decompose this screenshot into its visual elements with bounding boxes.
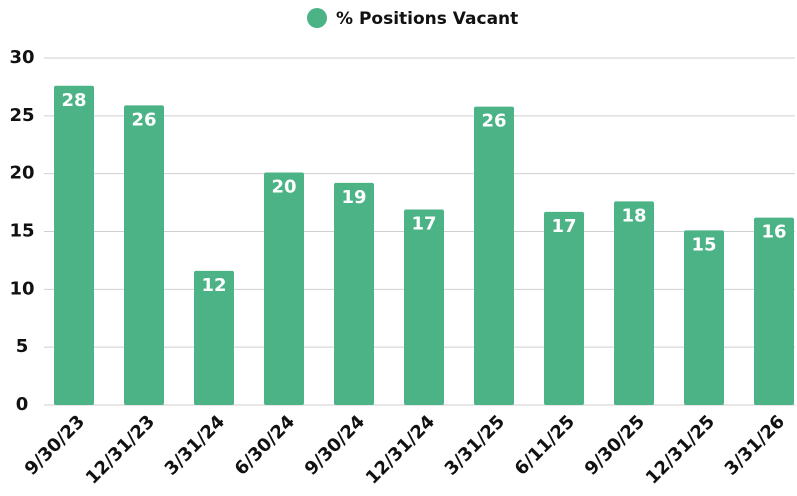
y-tick-label: 20 [9, 163, 34, 184]
legend-swatch [307, 8, 327, 28]
legend-label: % Positions Vacant [336, 9, 518, 29]
data-label: 26 [131, 109, 156, 130]
data-label: 20 [271, 177, 296, 198]
data-label: 17 [551, 216, 576, 237]
x-tick-label: 12/31/24 [362, 411, 439, 488]
x-tick-label: 9/30/24 [301, 411, 369, 479]
x-tick-label: 3/31/24 [161, 411, 229, 479]
bar [404, 209, 444, 405]
bar [614, 201, 654, 405]
bar [54, 85, 94, 405]
bar [124, 105, 164, 405]
bar [544, 211, 584, 405]
x-tick-label: 12/31/25 [642, 411, 719, 488]
data-label: 18 [621, 205, 646, 226]
bar [334, 182, 374, 405]
bar [264, 172, 304, 405]
data-label: 28 [61, 90, 86, 111]
data-label: 12 [201, 275, 226, 296]
data-label: 16 [761, 222, 786, 243]
bar [684, 230, 724, 405]
x-tick-label: 6/11/25 [511, 411, 579, 479]
bar [754, 217, 794, 405]
y-tick-label: 0 [16, 394, 29, 415]
x-tick-label: 12/31/23 [82, 411, 159, 488]
y-tick-label: 5 [16, 336, 29, 357]
y-tick-label: 30 [9, 47, 34, 68]
data-label: 15 [691, 234, 716, 255]
y-tick-label: 10 [9, 278, 34, 299]
bar [474, 106, 514, 405]
bar [194, 270, 234, 405]
x-tick-label: 3/31/25 [441, 411, 509, 479]
y-tick-label: 15 [9, 221, 34, 242]
data-label: 26 [481, 111, 506, 132]
x-tick-label: 6/30/24 [231, 411, 299, 479]
x-tick-label: 3/31/26 [721, 411, 789, 479]
y-tick-label: 25 [9, 105, 34, 126]
x-tick-label: 9/30/23 [21, 411, 89, 479]
x-tick-label: 9/30/25 [581, 411, 649, 479]
data-label: 19 [341, 187, 366, 208]
data-label: 17 [411, 214, 436, 235]
